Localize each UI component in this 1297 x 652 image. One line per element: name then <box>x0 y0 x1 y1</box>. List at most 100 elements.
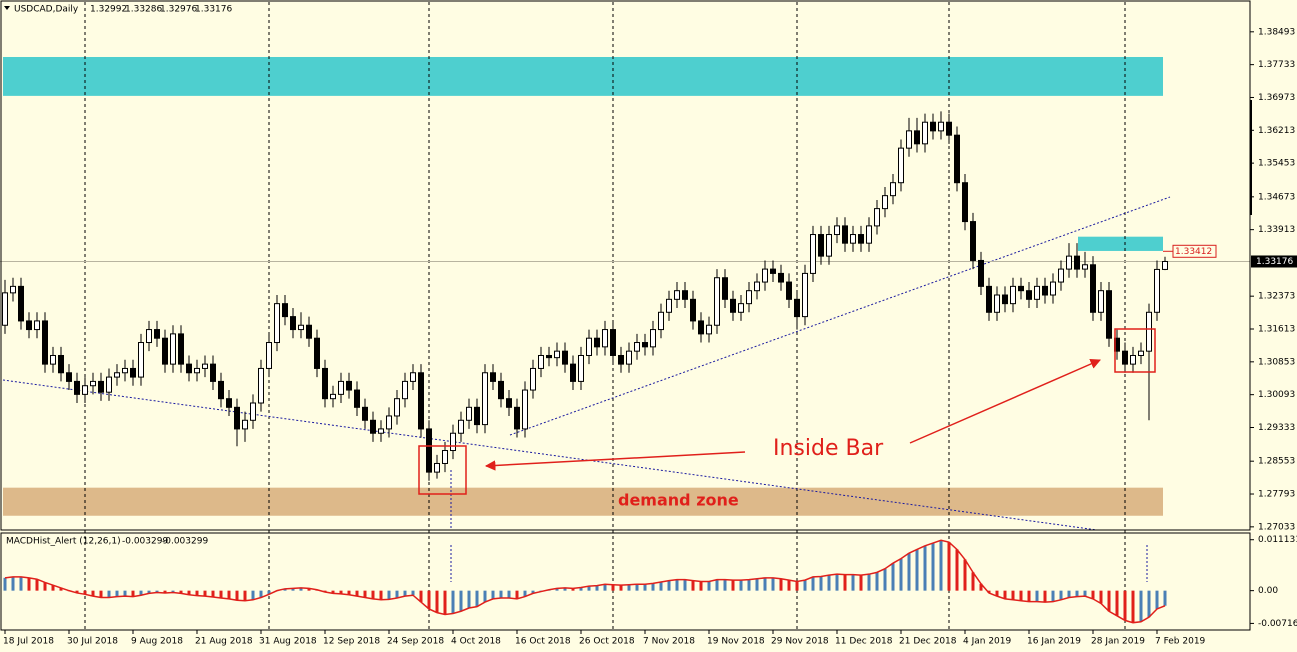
candle-body <box>530 367 536 391</box>
candle-body <box>418 372 424 430</box>
histogram-bar <box>107 590 111 598</box>
histogram-bar <box>1051 590 1055 602</box>
histogram-bar <box>947 542 951 591</box>
histogram-bar <box>27 577 31 591</box>
candle-body <box>1026 290 1032 300</box>
x-tick-label: 30 Jul 2018 <box>67 637 118 647</box>
histogram-bar <box>1011 590 1015 600</box>
histogram-bar <box>387 590 391 600</box>
histogram-bar <box>1163 590 1167 606</box>
candle-body <box>1058 268 1064 283</box>
histogram-bar <box>963 559 967 591</box>
histogram-bar <box>427 590 431 609</box>
x-tick-label: 11 Dec 2018 <box>835 637 893 647</box>
x-tick-label: 16 Jan 2019 <box>1027 637 1081 647</box>
histogram-bar <box>355 590 359 597</box>
candle-body <box>1122 350 1128 365</box>
y-tick-label: 0.00 <box>1258 586 1278 596</box>
histogram-bar <box>731 580 735 591</box>
candle-body <box>938 121 944 132</box>
candle-body <box>450 432 456 452</box>
candle-body <box>1082 264 1088 270</box>
ohlc-low: 1.32976 <box>160 5 197 15</box>
histogram-bar <box>491 590 495 599</box>
histogram-bar <box>1059 590 1063 600</box>
histogram-bar <box>675 579 679 591</box>
candle-body <box>130 367 136 378</box>
candle-body <box>666 298 672 313</box>
histogram-bar <box>419 590 423 603</box>
candle-body <box>994 294 1000 313</box>
candle-body <box>634 342 640 352</box>
candle-body <box>1034 285 1040 300</box>
histogram-bar <box>619 585 623 591</box>
zone <box>1078 236 1163 251</box>
candle-body <box>1042 285 1048 296</box>
candle-body <box>714 277 720 326</box>
y-tick-label: 1.31613 <box>1258 325 1295 335</box>
histogram-bar <box>507 590 511 598</box>
candle-body <box>90 380 96 387</box>
candle-body <box>330 393 336 400</box>
histogram-bar <box>195 590 199 596</box>
candle-body <box>186 363 192 374</box>
histogram-bar <box>699 581 703 591</box>
candle-body <box>618 354 624 365</box>
candle-body <box>442 450 448 464</box>
collapse-icon[interactable] <box>4 6 10 10</box>
candle-body <box>314 337 320 369</box>
trend-line <box>509 196 1171 436</box>
histogram-bar <box>779 578 783 591</box>
histogram-bar <box>475 590 479 607</box>
candle-body <box>1050 281 1056 296</box>
y-tick-label: 1.37733 <box>1258 60 1295 70</box>
candle-body <box>778 272 784 283</box>
histogram-bar <box>627 584 631 591</box>
histogram-bar <box>227 590 231 599</box>
ohlc-high: 1.33286 <box>125 5 162 15</box>
histogram-bar <box>483 590 487 603</box>
histogram-bar <box>411 590 415 596</box>
histogram-bar <box>139 590 143 596</box>
candle-body <box>1066 255 1072 270</box>
histogram-bar <box>715 579 719 591</box>
histogram-bar <box>939 540 943 591</box>
candle-body <box>378 428 384 434</box>
candle-body <box>434 462 440 473</box>
macd-pane-frame <box>0 532 1251 631</box>
histogram-bar <box>35 579 39 591</box>
candle-body <box>306 324 312 339</box>
histogram-bar <box>515 590 519 599</box>
macd-title: MACDHist_Alert (12,26,1) <box>6 537 121 547</box>
histogram-bar <box>971 572 975 591</box>
histogram-bar <box>579 587 583 591</box>
candle-body <box>138 342 144 378</box>
histogram-bar <box>1091 590 1095 599</box>
x-tick-label: 21 Dec 2018 <box>899 637 957 647</box>
histogram-bar <box>819 576 823 591</box>
histogram-bar <box>1083 590 1087 597</box>
candle-body <box>914 130 920 145</box>
signal-line <box>4 539 1166 624</box>
candle-body <box>242 419 248 430</box>
candle-body <box>722 277 728 300</box>
histogram-bar <box>1019 590 1023 601</box>
y-tick-label: 1.28553 <box>1258 457 1295 467</box>
histogram-bar <box>291 588 295 591</box>
candle-body <box>1018 285 1024 292</box>
histogram-bar <box>1043 590 1047 603</box>
candle-body <box>986 285 992 313</box>
candle-body <box>426 428 432 473</box>
histogram-bar <box>379 590 383 600</box>
candle-body <box>410 372 416 382</box>
candle-body <box>1138 350 1144 356</box>
candle-body <box>1074 255 1080 270</box>
histogram-bar <box>331 590 335 594</box>
histogram-bar <box>435 590 439 613</box>
histogram-bar <box>1035 590 1039 602</box>
histogram-bar <box>683 579 687 591</box>
histogram-bar <box>339 590 343 594</box>
candle-body <box>202 363 208 369</box>
